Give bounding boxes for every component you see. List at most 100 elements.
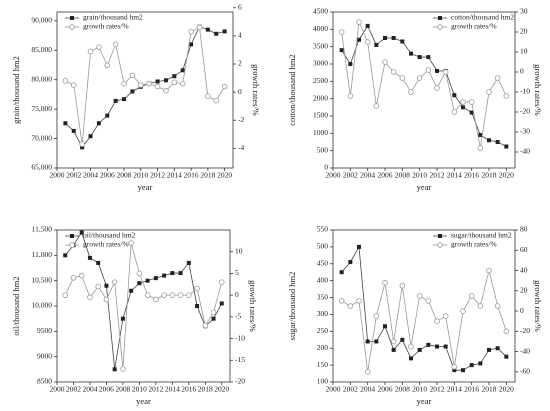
series-line (341, 20, 507, 149)
marker (194, 285, 200, 292)
x-tick-label: 2008 (115, 385, 130, 394)
marker (195, 304, 200, 308)
y-tick-label: 8500 (37, 377, 52, 386)
series-line (65, 26, 225, 145)
y-tick-label: 1000 (313, 128, 328, 137)
x-axis-label: year (136, 396, 151, 406)
marker (399, 282, 406, 289)
marker (120, 366, 126, 372)
marker (63, 253, 68, 258)
y-tick-label: 75,000 (31, 104, 52, 113)
x-tick-label: 2000 (326, 171, 341, 180)
marker (196, 24, 203, 31)
marker (504, 354, 509, 359)
marker (477, 145, 484, 151)
marker (486, 267, 492, 274)
marker (468, 99, 475, 105)
y2-tick-label: 6 (238, 3, 242, 12)
marker (105, 113, 110, 118)
y2-tick-label: -60 (520, 367, 530, 376)
x-tick-label: 2004 (82, 385, 97, 394)
marker (438, 16, 442, 20)
marker (219, 301, 224, 306)
legend-label: cotton/thousand hm2 (451, 13, 514, 22)
y-tick-label: 9000 (37, 351, 52, 360)
subplot: 2000 2002 2004 2006 2008 2010 2012 2014 2016 2018… (11, 225, 258, 406)
legend-label: growth rates/% (451, 22, 497, 31)
marker (136, 270, 143, 277)
marker (434, 318, 440, 325)
marker (478, 133, 483, 138)
y2-tick-label: 0 (520, 67, 524, 76)
marker (478, 361, 483, 366)
y2-tick-label: 80 (520, 225, 528, 234)
x-tick-label: 2006 (378, 171, 393, 180)
marker (210, 309, 217, 316)
y2-tick-label: -20 (520, 326, 530, 335)
marker (365, 23, 370, 28)
y-tick-label: 11,500 (32, 225, 53, 234)
subplot: 2000 2002 2004 2006 2008 2010 2012 2014 2016 2018… (287, 7, 543, 192)
marker (104, 283, 109, 288)
marker (495, 140, 500, 144)
y-tick-label: 2500 (313, 76, 328, 85)
marker (400, 39, 405, 44)
y-tick-label: 2000 (313, 93, 328, 102)
marker (205, 27, 210, 32)
x-tick-label: 2000 (50, 171, 65, 180)
y-tick-label: 65,000 (31, 163, 52, 172)
x-tick-label: 2010 (132, 385, 147, 394)
y2-tick-label: 5 (235, 268, 239, 277)
y-tick-label: 10,500 (31, 275, 52, 284)
marker (399, 75, 406, 81)
marker (69, 242, 75, 248)
marker (348, 260, 353, 265)
x-tick-label: 2016 (184, 171, 199, 180)
marker (451, 109, 458, 115)
series-line (341, 245, 507, 371)
marker (494, 75, 501, 81)
marker (503, 328, 510, 335)
marker (202, 322, 209, 329)
marker (338, 298, 345, 304)
x-tick-label: 2000 (50, 385, 65, 394)
marker (188, 28, 194, 35)
marker (347, 303, 354, 309)
marker (113, 98, 118, 103)
y-tick-label: 4000 (313, 24, 328, 33)
x-tick-label: 2002 (343, 171, 358, 180)
y-tick-label: 450 (317, 258, 329, 267)
marker (364, 369, 371, 375)
series-line (341, 270, 507, 372)
x-tick-label: 2010 (412, 171, 427, 180)
marker (163, 78, 168, 83)
y2-tick-label: -4 (238, 143, 244, 152)
y2-tick-label: -30 (520, 127, 530, 136)
marker (218, 279, 225, 285)
marker (365, 339, 370, 344)
marker (169, 292, 176, 298)
x-tick-label: 2008 (395, 171, 410, 180)
y-tick-label: 4500 (313, 7, 328, 16)
x-tick-label: 2006 (100, 171, 115, 180)
marker (409, 51, 413, 56)
x-tick-label: 2020 (499, 385, 514, 394)
marker (186, 260, 191, 265)
x-tick-label: 2002 (66, 385, 81, 394)
marker (452, 368, 457, 373)
marker (87, 48, 94, 55)
y2-axis-label: growth rates/% (251, 64, 261, 116)
y2-tick-label: -10 (520, 87, 530, 96)
marker (170, 271, 175, 276)
marker (70, 82, 77, 88)
marker (96, 44, 102, 50)
marker (63, 121, 68, 126)
y-tick-label: 150 (317, 360, 329, 369)
y-tick-label: 250 (317, 326, 329, 335)
marker (435, 344, 439, 349)
y2-tick-label: -40 (520, 147, 530, 156)
marker (95, 283, 101, 290)
marker (374, 42, 379, 47)
marker (145, 278, 150, 283)
y2-tick-label: 0 (238, 87, 242, 96)
